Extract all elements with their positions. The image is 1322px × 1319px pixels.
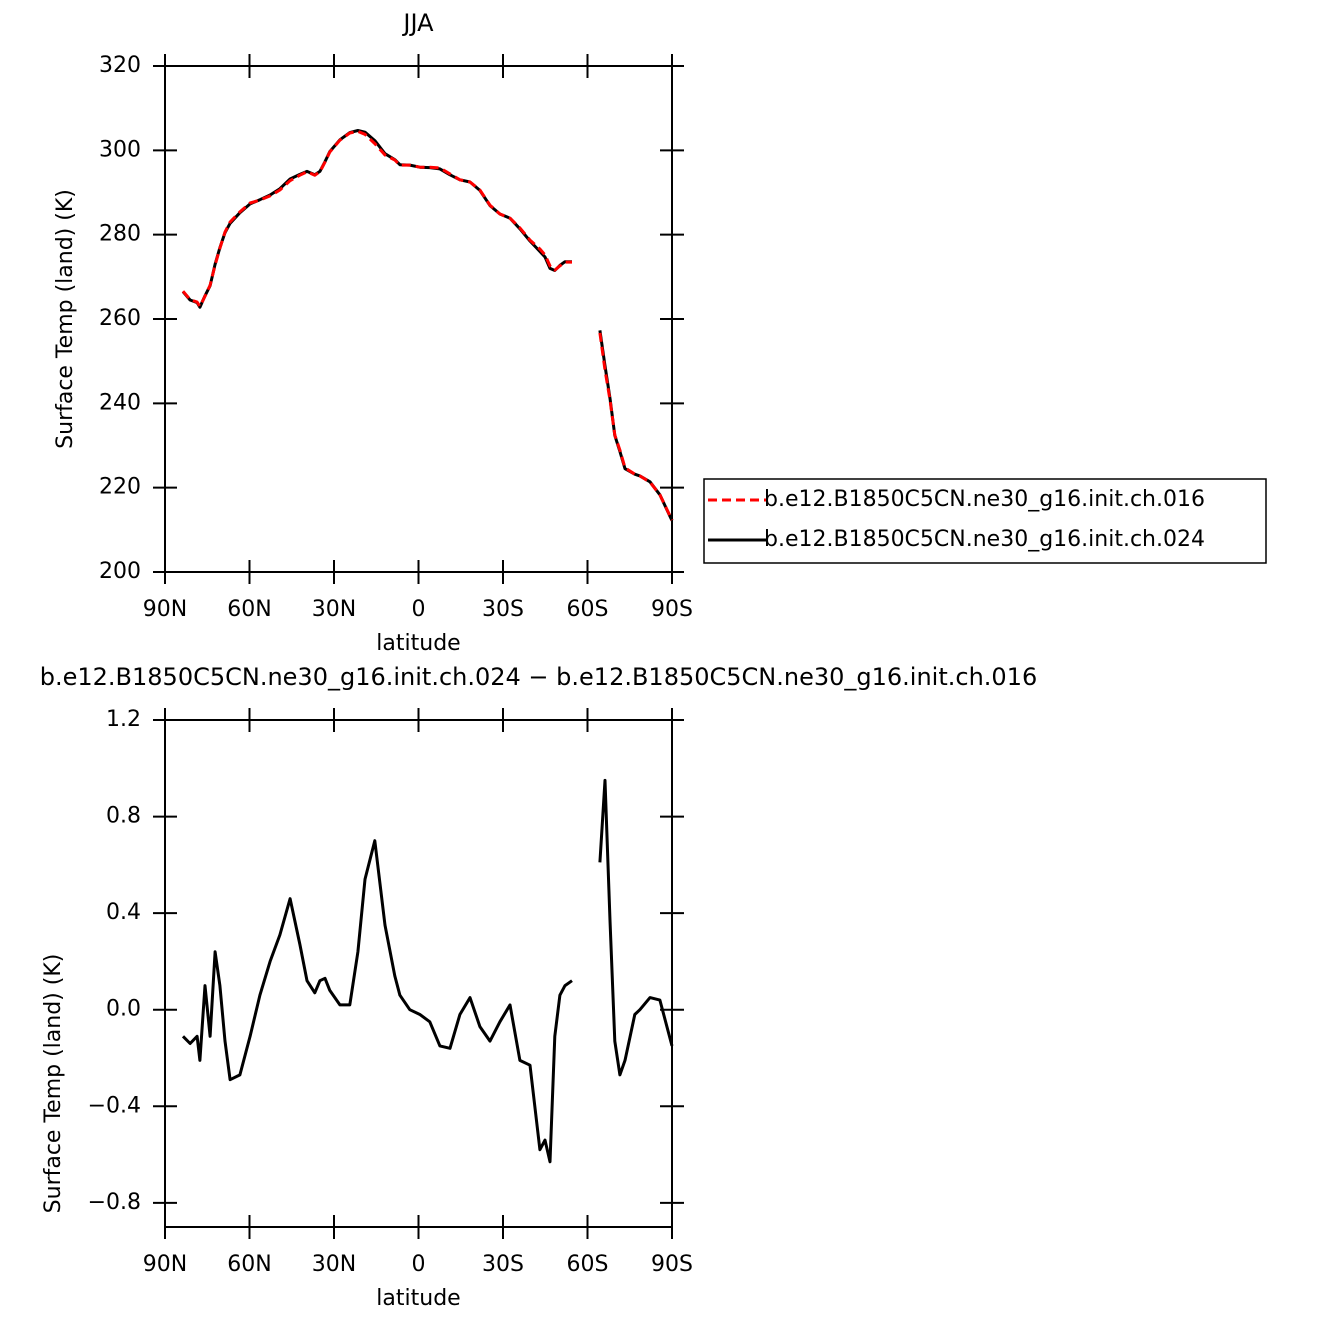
- y-tick-label: 0.8: [106, 804, 141, 829]
- x-tick-label: 0: [412, 1252, 426, 1277]
- legend-label: b.e12.B1850C5CN.ne30_g16.init.ch.016: [764, 487, 1205, 512]
- x-tick-label: 90N: [143, 597, 187, 622]
- data-line: [181, 129, 674, 521]
- x-axis-label: latitude: [376, 631, 460, 656]
- x-tick-label: 60S: [567, 1252, 609, 1277]
- x-tick-label: 0: [412, 597, 426, 622]
- y-tick-label: −0.4: [88, 1093, 141, 1118]
- x-tick-label: 30N: [312, 1252, 356, 1277]
- y-tick-label: 260: [99, 306, 141, 331]
- y-tick-label: 1.2: [106, 707, 141, 732]
- x-tick-label: 30S: [482, 1252, 524, 1277]
- legend-box: [703, 478, 1267, 564]
- y-tick-label: 280: [99, 222, 141, 247]
- x-tick-label: 60N: [227, 597, 271, 622]
- x-tick-label: 30N: [312, 597, 356, 622]
- y-tick-label: −0.8: [88, 1190, 141, 1215]
- data-line: [181, 129, 674, 522]
- x-tick-label: 60S: [567, 597, 609, 622]
- y-tick-label: 0.4: [106, 900, 141, 925]
- y-tick-label: 300: [99, 137, 141, 162]
- y-tick-label: 200: [99, 559, 141, 584]
- chart-title: JJA: [401, 9, 434, 37]
- x-tick-label: 60N: [227, 1252, 271, 1277]
- y-tick-label: 320: [99, 53, 141, 78]
- x-tick-label: 90S: [651, 1252, 693, 1277]
- plot-frame: [164, 65, 673, 573]
- x-axis-label: latitude: [376, 1286, 460, 1311]
- x-tick-label: 30S: [482, 597, 524, 622]
- chart-title: b.e12.B1850C5CN.ne30_g16.init.ch.024 − b…: [40, 663, 1037, 691]
- plot-frame: [164, 719, 673, 1228]
- y-tick-label: 240: [99, 390, 141, 415]
- x-tick-label: 90S: [651, 597, 693, 622]
- y-tick-label: 0.0: [106, 997, 141, 1022]
- data-line: [181, 778, 674, 1164]
- x-tick-label: 90N: [143, 1252, 187, 1277]
- y-axis-label: Surface Temp (land) (K): [53, 189, 78, 449]
- y-tick-label: 220: [99, 475, 141, 500]
- legend-label: b.e12.B1850C5CN.ne30_g16.init.ch.024: [764, 527, 1205, 552]
- y-axis-label: Surface Temp (land) (K): [41, 954, 66, 1214]
